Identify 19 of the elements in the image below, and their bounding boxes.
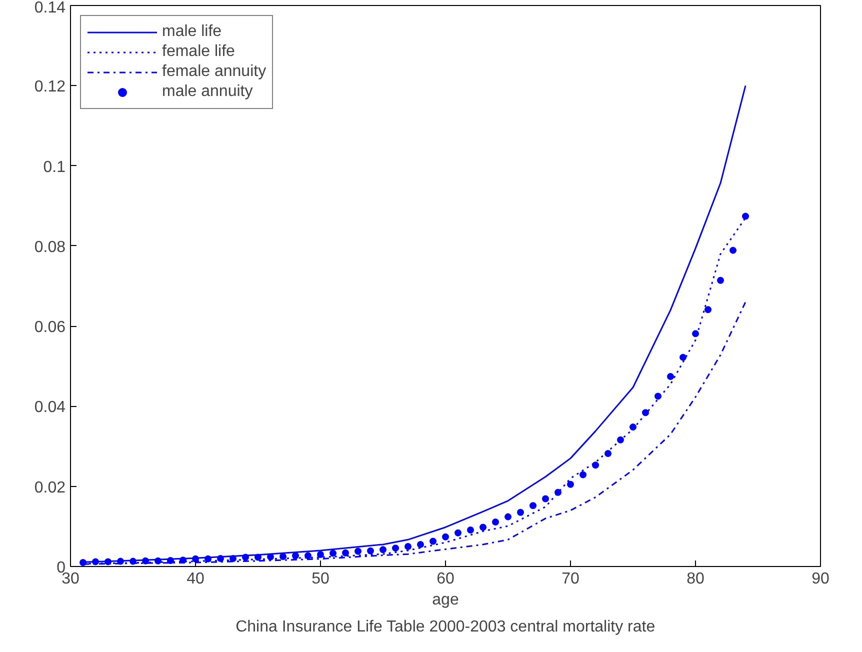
y-tick-label: 0.06 bbox=[34, 319, 66, 336]
legend-label: male annuity bbox=[162, 83, 253, 101]
y-tick-label: 0.1 bbox=[43, 158, 66, 176]
legend-label: male life bbox=[162, 23, 222, 41]
legend-label: female annuity bbox=[162, 63, 266, 81]
y-tick-label: 0.12 bbox=[34, 78, 66, 96]
x-tick-label: 90 bbox=[812, 570, 830, 588]
x-tick-label: 80 bbox=[686, 570, 704, 588]
y-tick-label: 0.02 bbox=[34, 479, 66, 496]
x-tick-label: 50 bbox=[312, 570, 330, 588]
legend-label: female life bbox=[162, 43, 235, 61]
y-tick-label: 0.08 bbox=[34, 238, 66, 256]
x-axis-title: age bbox=[432, 592, 459, 608]
text: China Insurance Life Table 2000-2003 central mortality rate bbox=[236, 618, 656, 636]
x-tick-label: 60 bbox=[436, 570, 454, 588]
x-tick-label: 40 bbox=[186, 570, 204, 588]
y-tick-label: 0.14 bbox=[34, 0, 66, 16]
x-tick-label: 70 bbox=[562, 570, 580, 588]
y-tick-label: 0.04 bbox=[34, 399, 66, 416]
